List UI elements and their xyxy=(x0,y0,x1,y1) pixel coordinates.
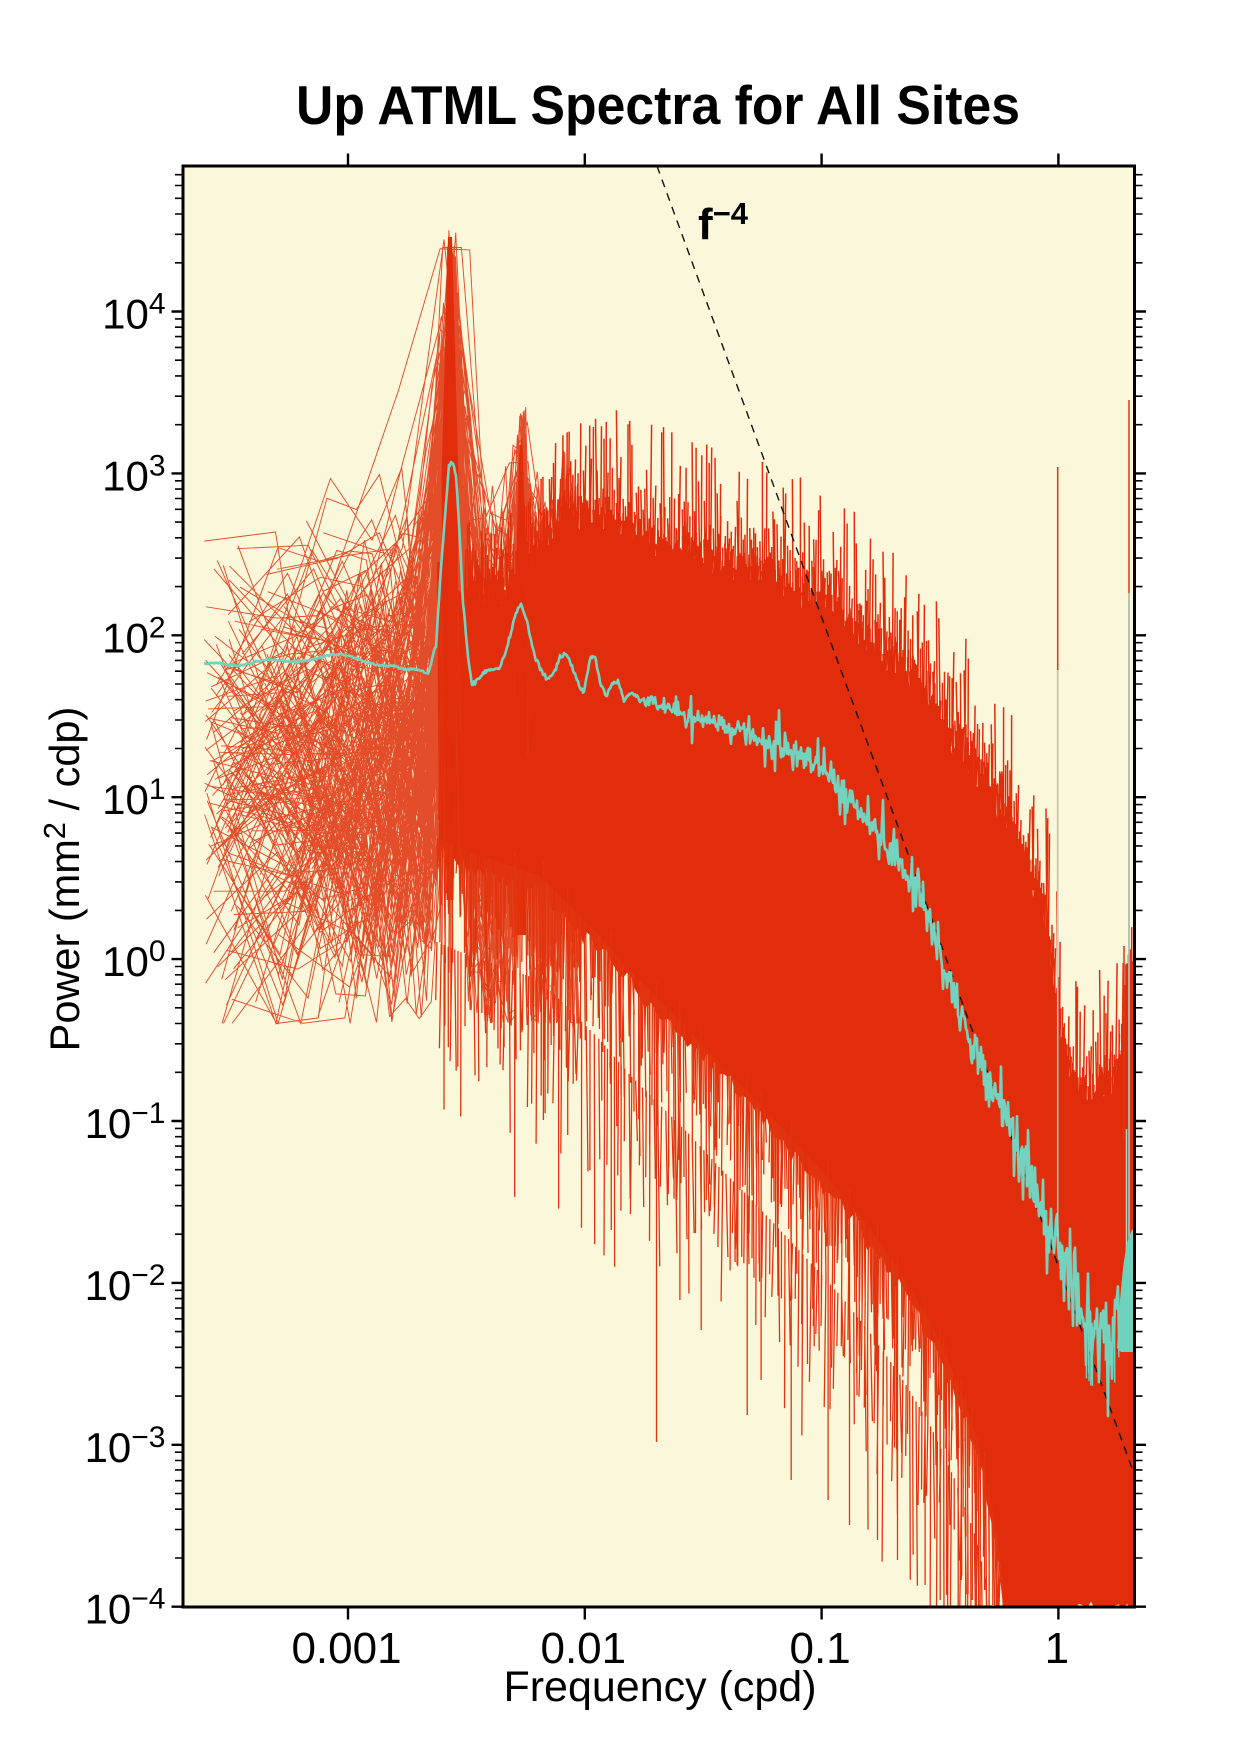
svg-text:0.001: 0.001 xyxy=(291,1624,401,1673)
svg-text:1: 1 xyxy=(1045,1624,1069,1673)
svg-text:Power (mm2 / cdp): Power (mm2 / cdp) xyxy=(37,707,88,1052)
svg-text:10−2: 10−2 xyxy=(85,1259,166,1309)
svg-text:Up ATML Spectra for All Sites: Up ATML Spectra for All Sites xyxy=(296,74,1020,136)
svg-text:Frequency (cpd): Frequency (cpd) xyxy=(503,1663,816,1711)
svg-text:0.01: 0.01 xyxy=(540,1624,626,1673)
svg-text:0.1: 0.1 xyxy=(790,1624,851,1673)
svg-text:100: 100 xyxy=(102,935,165,985)
